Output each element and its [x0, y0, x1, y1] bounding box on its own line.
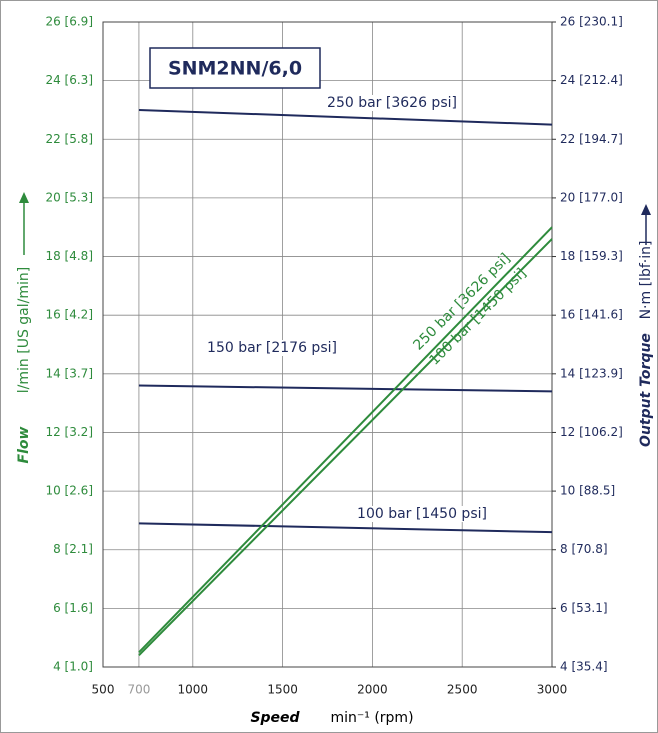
label-bg — [324, 95, 460, 111]
series-label: 150 bar [2176 psi] — [207, 340, 337, 356]
x-tick-label: 2500 — [447, 683, 478, 697]
series-label: 100 bar [1450 psi] — [357, 506, 487, 522]
label-bg — [204, 340, 340, 356]
title-box — [149, 47, 321, 89]
y-tick-label: 18 [4.8] — [45, 249, 93, 263]
label-bg — [354, 506, 490, 522]
x-tick-label: 500 — [92, 683, 115, 697]
y-tick-label: 4 [1.0] — [53, 660, 93, 674]
y2-tick-label: 12 [106.2] — [560, 425, 623, 439]
y2-tick-label: 4 [35.4] — [560, 660, 608, 674]
y2-axis-unit: N·m [lbf·in] — [638, 241, 654, 320]
y2-tick-label: 8 [70.8] — [560, 542, 608, 556]
y2-axis-label: Output Torque — [638, 333, 654, 447]
y2-tick-label: 24 [212.4] — [560, 73, 623, 87]
y2-tick-label: 16 [141.6] — [560, 308, 623, 322]
y-tick-label: 26 [6.9] — [45, 15, 93, 29]
y2-tick-label: 18 [159.3] — [560, 249, 623, 263]
y-tick-label: 8 [2.1] — [53, 542, 93, 556]
y2-tick-label: 6 [53.1] — [560, 601, 608, 615]
y-tick-label: 10 [2.6] — [45, 484, 93, 498]
axis-arrow-head — [641, 204, 651, 215]
x-tick-label: 2000 — [357, 683, 388, 697]
y2-tick-label: 20 [177.0] — [560, 190, 623, 204]
chart-title: SNM2NN/6,0 — [168, 58, 302, 80]
plot-frame — [102, 21, 553, 668]
series-line — [138, 238, 553, 656]
series-label: 250 bar [3626 psi] — [327, 95, 457, 111]
y-tick-label: 14 [3.7] — [45, 366, 93, 380]
y2-tick-label: 26 [230.1] — [560, 15, 623, 29]
x-axis-unit: min⁻¹ (rpm) — [330, 710, 413, 726]
x-tick-label: 1000 — [178, 683, 209, 697]
y2-tick-label: 14 [123.9] — [560, 366, 623, 380]
series-line — [138, 226, 553, 654]
y-tick-label: 12 [3.2] — [45, 425, 93, 439]
x-axis-label: Speed — [250, 710, 300, 726]
y-tick-label: 20 [5.3] — [45, 190, 93, 204]
y-tick-label: 16 [4.2] — [45, 308, 93, 322]
y2-tick-label: 22 [194.7] — [560, 132, 623, 146]
axis-arrow-head — [19, 192, 29, 203]
series-line — [138, 522, 553, 534]
y-tick-label: 6 [1.6] — [53, 601, 93, 615]
series-line — [138, 108, 553, 126]
y-axis-label: Flow — [16, 426, 32, 463]
x-tick-label: 700 — [127, 683, 150, 697]
y-axis-unit: l/min [US gal/min] — [16, 267, 32, 393]
x-tick-label: 1500 — [267, 683, 298, 697]
y-tick-label: 24 [6.3] — [45, 73, 93, 87]
x-tick-label: 3000 — [537, 683, 568, 697]
series-line — [138, 384, 553, 393]
y-tick-label: 22 [5.8] — [45, 132, 93, 146]
y2-tick-label: 10 [88.5] — [560, 484, 615, 498]
